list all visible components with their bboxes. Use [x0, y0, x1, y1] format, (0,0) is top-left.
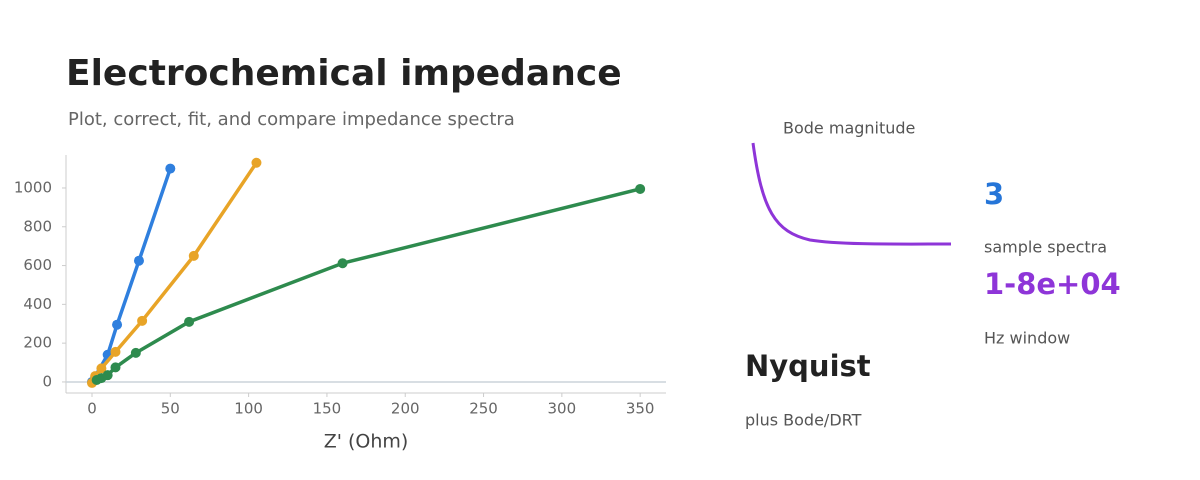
y-tick-label: 1000	[14, 178, 52, 196]
series-line	[94, 187, 642, 382]
y-tick-label: 200	[23, 334, 52, 352]
data-point	[130, 347, 141, 358]
x-tick-label: 200	[391, 400, 420, 418]
x-tick-label: 100	[234, 400, 263, 418]
bode-sparkline	[751, 142, 952, 246]
data-point	[96, 363, 107, 374]
series-line	[90, 166, 173, 384]
data-point	[165, 163, 176, 174]
title: Electrochemical impedance	[66, 53, 622, 94]
y-tick-label: 600	[23, 256, 52, 274]
stat-value: 3	[984, 177, 1004, 211]
data-point	[251, 157, 262, 168]
data-point	[133, 255, 144, 266]
data-point	[112, 319, 123, 330]
stat-label: Hz window	[984, 329, 1070, 348]
x-tick-label: 150	[313, 400, 342, 418]
data-point	[102, 370, 113, 381]
data-point	[137, 315, 148, 326]
y-tick-label: 800	[23, 217, 52, 235]
stat-value: 1-8e+04	[984, 267, 1121, 301]
y-tick-label: 400	[23, 295, 52, 313]
subtitle: Plot, correct, fit, and compare impedanc…	[68, 109, 515, 130]
x-tick-label: 300	[548, 400, 577, 418]
data-point	[635, 183, 646, 194]
bode-label: Bode magnitude	[783, 119, 915, 138]
data-point	[184, 316, 195, 327]
feature-subtitle: plus Bode/DRT	[745, 411, 862, 430]
y-tick-label: 0	[42, 372, 52, 390]
x-tick-label: 50	[161, 400, 180, 418]
data-point	[110, 362, 121, 373]
data-point	[188, 250, 199, 261]
data-point	[337, 258, 348, 269]
x-tick-label: 350	[626, 400, 655, 418]
x-tick-label: 250	[469, 400, 498, 418]
x-tick-label: 0	[87, 400, 97, 418]
data-point	[110, 346, 121, 357]
stat-label: sample spectra	[984, 238, 1107, 257]
x-axis-label: Z' (Ohm)	[324, 431, 409, 453]
feature-title: Nyquist	[745, 349, 871, 383]
